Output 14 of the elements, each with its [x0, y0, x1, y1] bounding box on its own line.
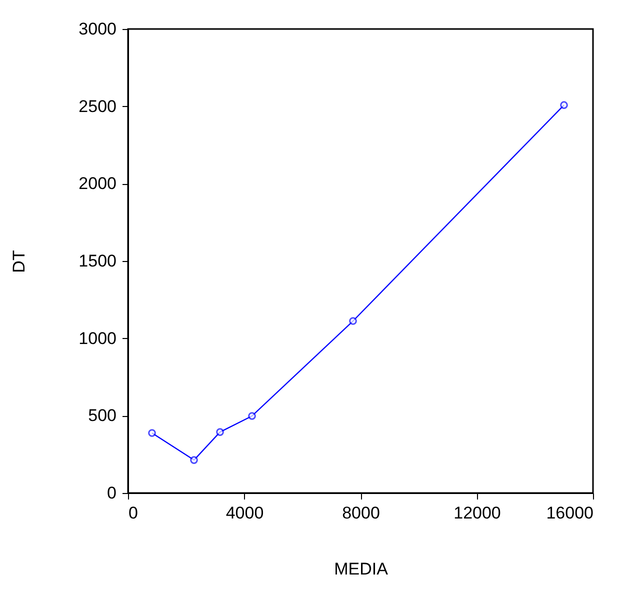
x-tick-label: 0 — [128, 504, 138, 522]
x-tick-label: 4000 — [226, 504, 264, 522]
y-tick-label: 1500 — [78, 252, 116, 270]
y-tick-label: 2500 — [78, 96, 116, 116]
x-tick-label: 16000 — [546, 504, 594, 522]
y-axis-title: DT — [10, 250, 29, 273]
x-tick-label: 12000 — [454, 504, 501, 522]
y-tick-label: 500 — [88, 406, 116, 426]
x-tick-label: 8000 — [342, 504, 380, 522]
y-tick-label: 1000 — [78, 328, 116, 348]
y-tick-label: 2000 — [78, 174, 116, 194]
x-axis-title: MEDIA — [334, 560, 389, 578]
y-tick-label: 0 — [107, 484, 116, 502]
y-tick-label: 3000 — [78, 20, 116, 38]
